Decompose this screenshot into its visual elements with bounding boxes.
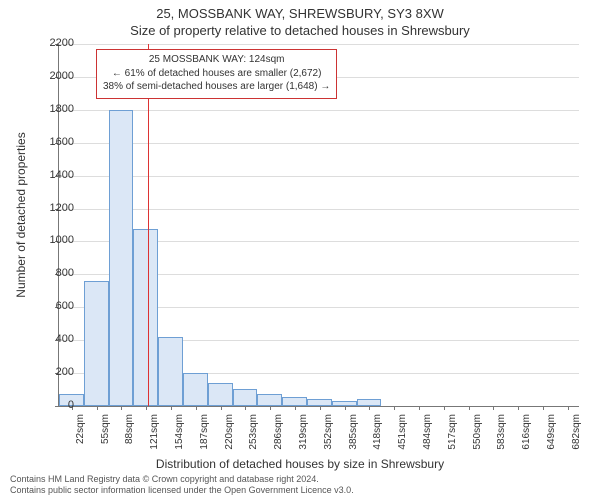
footer-line1: Contains HM Land Registry data © Crown c…	[10, 474, 590, 485]
x-tick-mark	[518, 406, 519, 410]
x-tick-label: 220sqm	[224, 414, 235, 474]
histogram-bar	[133, 229, 158, 406]
y-tick-label: 600	[34, 300, 74, 312]
x-tick-label: 352sqm	[323, 414, 334, 474]
x-tick-label: 187sqm	[199, 414, 210, 474]
y-tick-label: 0	[34, 399, 74, 411]
x-tick-mark	[394, 406, 395, 410]
x-tick-label: 649sqm	[546, 414, 557, 474]
y-tick-label: 1400	[34, 169, 74, 181]
gridline	[59, 209, 579, 210]
x-tick-label: 517sqm	[447, 414, 458, 474]
histogram-bar	[307, 399, 332, 406]
gridline	[59, 143, 579, 144]
y-tick-label: 200	[34, 366, 74, 378]
x-tick-label: 484sqm	[422, 414, 433, 474]
histogram-bar	[109, 110, 134, 406]
y-tick-label: 400	[34, 333, 74, 345]
x-tick-mark	[469, 406, 470, 410]
x-tick-mark	[543, 406, 544, 410]
gridline	[59, 44, 579, 45]
chart-container: 25, MOSSBANK WAY, SHREWSBURY, SY3 8XW Si…	[0, 0, 600, 500]
x-tick-mark	[295, 406, 296, 410]
gridline	[59, 110, 579, 111]
x-tick-label: 583sqm	[496, 414, 507, 474]
y-tick-label: 1000	[34, 234, 74, 246]
x-tick-label: 286sqm	[273, 414, 284, 474]
x-tick-label: 319sqm	[298, 414, 309, 474]
histogram-bar	[208, 383, 233, 406]
x-tick-mark	[221, 406, 222, 410]
histogram-bar	[158, 337, 183, 406]
annotation-line: ← 61% of detached houses are smaller (2,…	[103, 67, 330, 81]
chart-title-line2: Size of property relative to detached ho…	[0, 23, 600, 38]
histogram-bar	[357, 399, 382, 406]
x-tick-label: 121sqm	[149, 414, 160, 474]
histogram-bar	[183, 373, 208, 406]
x-tick-label: 682sqm	[571, 414, 582, 474]
y-tick-label: 2200	[34, 37, 74, 49]
x-tick-label: 550sqm	[472, 414, 483, 474]
x-tick-label: 154sqm	[174, 414, 185, 474]
histogram-bar	[84, 281, 109, 406]
plot-area: 25 MOSSBANK WAY: 124sqm← 61% of detached…	[58, 44, 579, 407]
x-tick-label: 451sqm	[397, 414, 408, 474]
x-tick-label: 55sqm	[100, 414, 111, 474]
x-tick-mark	[444, 406, 445, 410]
y-tick-label: 1800	[34, 103, 74, 115]
x-tick-mark	[245, 406, 246, 410]
x-tick-mark	[345, 406, 346, 410]
y-tick-label: 1600	[34, 136, 74, 148]
annotation-box: 25 MOSSBANK WAY: 124sqm← 61% of detached…	[96, 49, 337, 99]
x-tick-mark	[320, 406, 321, 410]
x-tick-label: 616sqm	[521, 414, 532, 474]
histogram-bar	[233, 389, 258, 406]
x-tick-mark	[171, 406, 172, 410]
gridline	[59, 176, 579, 177]
x-tick-mark	[196, 406, 197, 410]
x-tick-mark	[493, 406, 494, 410]
annotation-line: 38% of semi-detached houses are larger (…	[103, 80, 330, 94]
y-axis-label: Number of detached properties	[14, 30, 28, 400]
y-tick-label: 2000	[34, 70, 74, 82]
x-tick-mark	[270, 406, 271, 410]
chart-title-line1: 25, MOSSBANK WAY, SHREWSBURY, SY3 8XW	[0, 6, 600, 21]
histogram-bar	[282, 397, 307, 406]
x-tick-label: 385sqm	[348, 414, 359, 474]
chart-footer: Contains HM Land Registry data © Crown c…	[10, 474, 590, 497]
annotation-line: 25 MOSSBANK WAY: 124sqm	[103, 53, 330, 67]
y-tick-label: 1200	[34, 202, 74, 214]
x-tick-mark	[369, 406, 370, 410]
x-tick-mark	[146, 406, 147, 410]
x-tick-label: 253sqm	[248, 414, 259, 474]
x-tick-label: 22sqm	[75, 414, 86, 474]
x-tick-mark	[419, 406, 420, 410]
x-tick-label: 418sqm	[372, 414, 383, 474]
y-tick-label: 800	[34, 267, 74, 279]
x-tick-mark	[568, 406, 569, 410]
x-tick-mark	[97, 406, 98, 410]
footer-line2: Contains public sector information licen…	[10, 485, 590, 496]
x-tick-mark	[121, 406, 122, 410]
x-tick-label: 88sqm	[124, 414, 135, 474]
histogram-bar	[257, 394, 282, 406]
